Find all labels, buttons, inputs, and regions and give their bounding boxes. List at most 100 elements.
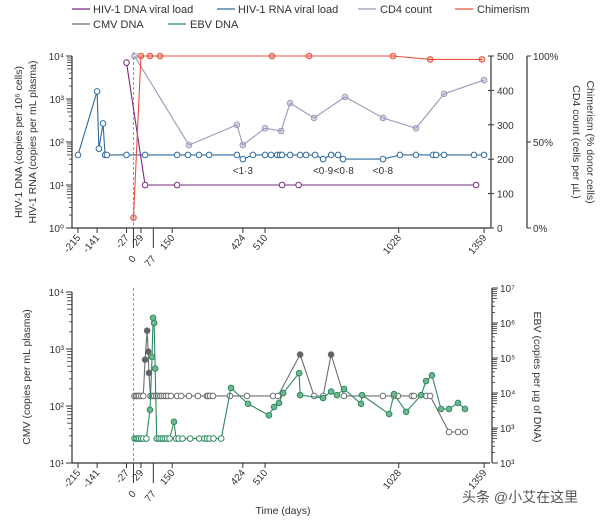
- hiv-rna-point: [296, 151, 304, 159]
- cd4-point: [131, 52, 138, 60]
- hiv-rna-point: [205, 151, 213, 159]
- cd4-point: [379, 114, 387, 122]
- ebv-line: [134, 317, 466, 440]
- ebv-point: [319, 394, 327, 402]
- hiv-rna-point: [339, 155, 347, 163]
- cmv-point: [340, 392, 348, 400]
- hiv-rna-point: [311, 151, 319, 159]
- x-tick-label: 150: [158, 468, 177, 488]
- ebv-point: [428, 372, 436, 379]
- hiv-rna-point: [173, 151, 181, 159]
- hiv-rna-point: [412, 151, 420, 159]
- hiv-rna-point: [103, 151, 111, 159]
- cd4-point: [239, 141, 247, 149]
- chimerism-point: [146, 52, 154, 60]
- ebv-point: [422, 377, 430, 385]
- hiv-rna-point: [239, 155, 247, 163]
- hiv-dna-point: [472, 181, 480, 189]
- cmv-point: [194, 392, 202, 400]
- hiv-dna-point: [123, 59, 130, 66]
- cd4-point: [233, 121, 241, 129]
- hiv-dna-point: [278, 181, 286, 189]
- legend-label-hiv-rna: HIV-1 RNA viral load: [238, 4, 338, 16]
- left-y-tick-label: 10⁴: [49, 288, 64, 299]
- hiv-rna-point: [233, 151, 241, 159]
- hiv-dna-line: [125, 62, 477, 186]
- detection-limit-annotation: <0·8: [373, 166, 394, 177]
- hiv-rna-point: [184, 151, 192, 159]
- x-tick-label: -215: [62, 468, 84, 491]
- hiv-rna-point: [379, 155, 387, 163]
- cmv-point: [274, 392, 282, 400]
- right-y-tick-label: 10⁴: [500, 389, 515, 400]
- cmv-point: [177, 392, 185, 400]
- x-tick-label: 1028: [381, 468, 404, 492]
- ebv-point: [417, 391, 425, 399]
- cmv-point: [141, 356, 149, 363]
- detection-limit-annotation: <1·3: [233, 166, 254, 177]
- left-y-tick-label: 10⁴: [49, 52, 64, 63]
- ebv-point: [151, 365, 159, 372]
- legend-label-cmv: CMV DNA: [93, 19, 144, 31]
- cd4-point: [261, 124, 269, 132]
- chimerism-tick-label: 50%: [533, 138, 553, 149]
- chimerism-point: [156, 52, 164, 60]
- hiv-rna-point: [327, 151, 335, 159]
- ebv-point: [327, 388, 335, 395]
- cd4-tick-label: 500: [497, 52, 514, 63]
- legend: HIV-1 DNA viral load HIV-1 RNA viral loa…: [72, 4, 530, 31]
- cmv-point: [143, 327, 151, 334]
- left-y-tick-label: 10⁰: [49, 224, 64, 235]
- ebv-point: [143, 435, 150, 442]
- cmv-point: [167, 392, 175, 400]
- ebv-point: [296, 391, 304, 399]
- left-y-tick-label: 10³: [50, 95, 65, 106]
- cmv-point: [296, 351, 304, 358]
- hiv-rna-point: [195, 151, 203, 159]
- top-right-ylabel-2: CD4 count (cells per µL): [570, 85, 582, 198]
- x-tick-label: -215: [62, 233, 84, 256]
- cmv-point: [426, 392, 434, 400]
- x-tick-label: 1359: [467, 233, 490, 257]
- ebv-point: [146, 406, 154, 414]
- ebv-point: [150, 319, 158, 327]
- ebv-point: [170, 418, 178, 426]
- ebv-point: [357, 400, 365, 408]
- cmv-point: [310, 392, 318, 400]
- cmv-point: [209, 392, 217, 400]
- chimerism-point: [426, 56, 434, 63]
- hiv-rna-point: [95, 145, 103, 152]
- cd4-tick-label: 400: [497, 86, 514, 97]
- x-tick-label: 510: [251, 468, 270, 488]
- hiv-rna-point: [93, 88, 101, 95]
- ebv-point: [279, 389, 287, 397]
- ebv-point: [275, 399, 283, 407]
- bottom-xlabel: Time (days): [255, 505, 310, 517]
- hiv-rna-point: [267, 151, 275, 159]
- cmv-point: [144, 348, 152, 355]
- ebv-point: [217, 435, 225, 442]
- legend-label-chimerism: Chimerism: [477, 4, 530, 16]
- top-right-ylabel-1: Chimerism (% donor cells): [584, 80, 596, 203]
- left-y-tick-label: 10³: [50, 345, 65, 356]
- ebv-point: [270, 403, 278, 411]
- x-tick-label: -27: [114, 233, 132, 251]
- chimerism-point: [268, 52, 276, 60]
- cd4-point: [277, 127, 285, 135]
- ebv-point: [358, 391, 366, 399]
- legend-label-ebv: EBV DNA: [190, 19, 239, 31]
- bottom-right-ylabel: EBV (copies per µg of DNA): [531, 312, 543, 443]
- ebv-point: [295, 369, 303, 377]
- top-left-ylabel-2: HIV-1 RNA (copies per mL plasma): [27, 60, 39, 223]
- cmv-point: [454, 428, 462, 436]
- hiv-rna-point: [470, 151, 478, 159]
- cmv-point: [410, 392, 418, 400]
- ebv-point: [166, 435, 173, 442]
- hiv-rna-point: [99, 120, 107, 127]
- cd4-point: [341, 93, 349, 101]
- detection-limit-annotation: <0·8: [334, 166, 355, 177]
- ebv-point: [402, 408, 410, 416]
- ebv-point: [454, 399, 462, 407]
